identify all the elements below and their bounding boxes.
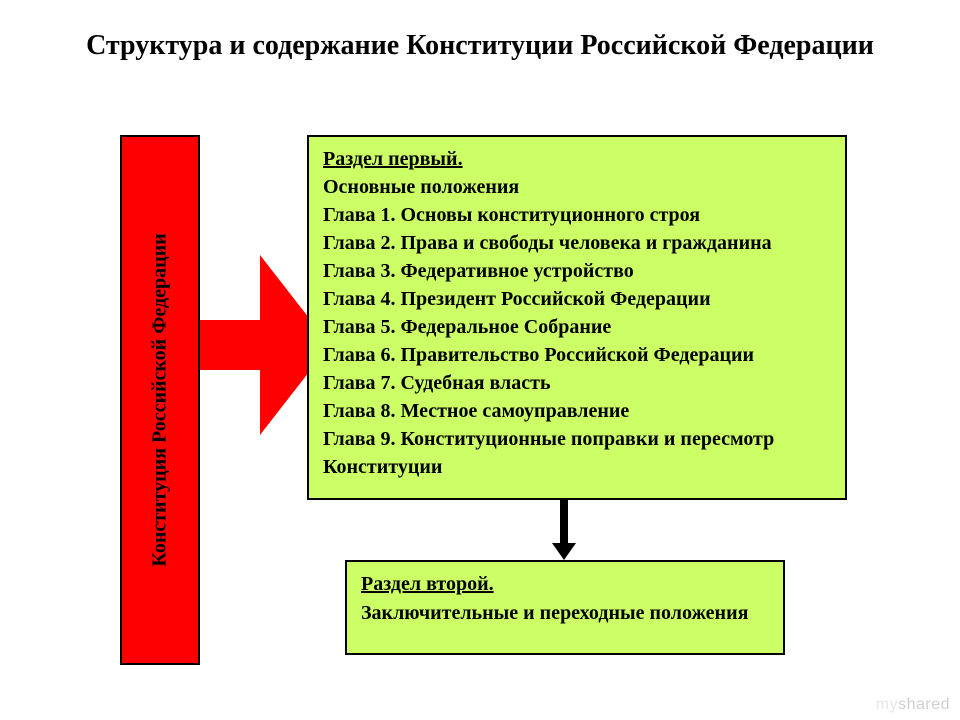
- arrow-down-head: [552, 543, 576, 560]
- section-one-box: Раздел первый. Основные положения Глава …: [307, 135, 847, 500]
- section-two-heading: Раздел второй.: [361, 573, 494, 595]
- chapter-item: Глава 5. Федеральное Собрание: [323, 313, 831, 341]
- chapter-item: Глава 8. Местное самоуправление: [323, 397, 831, 425]
- section-two-box: Раздел второй. Заключительные и переходн…: [345, 560, 785, 655]
- chapter-item: Глава 9. Конституционные поправки и пере…: [323, 425, 831, 481]
- arrow-down-shaft: [560, 500, 568, 545]
- watermark-part1: my: [876, 696, 898, 713]
- chapter-item: Глава 4. Президент Российской Федерации: [323, 285, 831, 313]
- chapter-item: Глава 6. Правительство Российской Федера…: [323, 341, 831, 369]
- left-red-box: Конституция Российской Федерации: [120, 135, 200, 665]
- arrow-right-shaft: [200, 320, 260, 370]
- chapter-item: Глава 3. Федеративное устройство: [323, 257, 831, 285]
- chapter-item: Глава 7. Судебная власть: [323, 369, 831, 397]
- section-two-text: Заключительные и переходные положения: [361, 599, 769, 628]
- left-box-label: Конституция Российской Федерации: [149, 233, 172, 566]
- chapter-item: Глава 1. Основы конституционного строя: [323, 201, 831, 229]
- section-one-subtitle: Основные положения: [323, 173, 831, 201]
- chapter-item: Глава 2. Права и свободы человека и граж…: [323, 229, 831, 257]
- slide-title: Структура и содержание Конституции Росси…: [0, 28, 960, 63]
- watermark-part2: shared: [898, 696, 950, 713]
- section-one-heading: Раздел первый.: [323, 148, 463, 170]
- watermark: myshared: [876, 696, 950, 714]
